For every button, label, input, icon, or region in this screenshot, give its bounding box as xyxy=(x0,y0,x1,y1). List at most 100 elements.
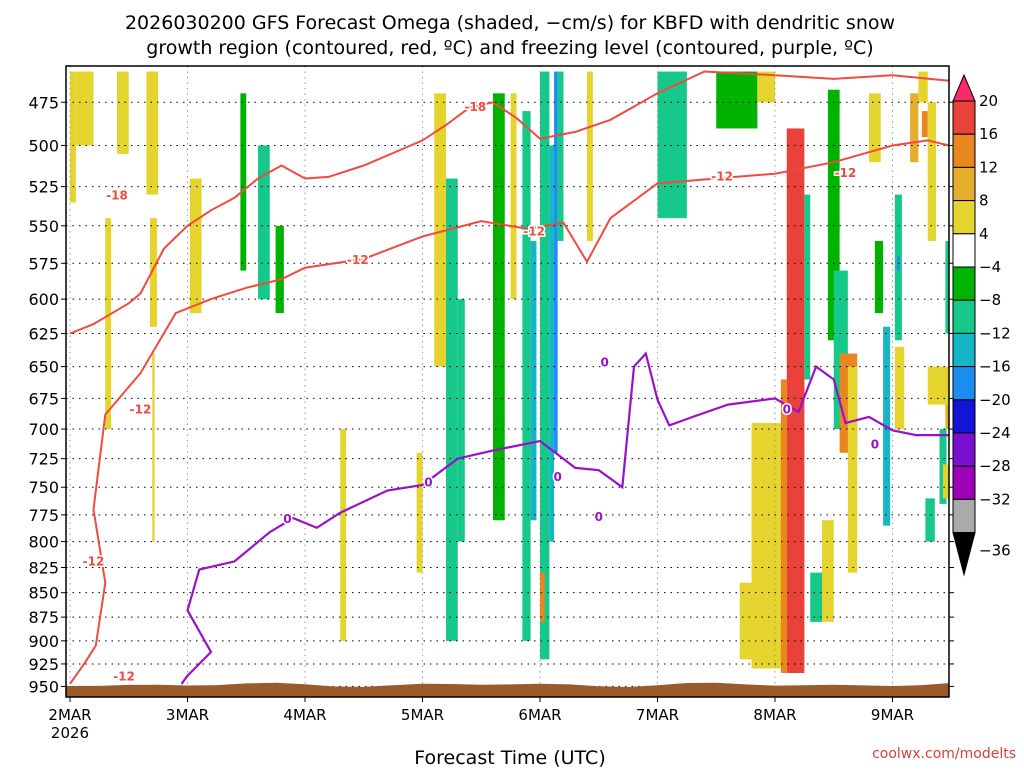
omega-region-17 xyxy=(510,93,517,300)
colorbar-top-arrow xyxy=(952,73,976,102)
omega-region-48 xyxy=(921,111,928,138)
omega-region-5 xyxy=(149,218,157,327)
x-axis-label: Forecast Time (UTC) xyxy=(414,747,605,768)
colorbar-segment-13 xyxy=(952,498,976,534)
chart-title-line-1: 2026030200 GFS Forecast Omega (shaded, −… xyxy=(125,12,895,34)
omega-region-55 xyxy=(925,498,935,542)
omega-region-26 xyxy=(657,71,687,219)
omega-region-30 xyxy=(739,582,752,660)
omega-region-19 xyxy=(530,240,537,521)
dgz-contour-label-3: -12 xyxy=(83,554,105,568)
y-tick-label-19: 950 xyxy=(28,677,59,696)
omega-region-31 xyxy=(786,128,805,674)
colorbar-label-3: 8 xyxy=(979,192,989,210)
colorbar-segment-12 xyxy=(952,465,976,500)
colorbar-label-0: 20 xyxy=(979,92,998,110)
colorbar-segment-1 xyxy=(952,100,976,135)
colorbar-segment-4 xyxy=(952,200,976,235)
omega-region-49 xyxy=(927,102,936,241)
dgz-contour-label-2: -12 xyxy=(130,402,152,416)
omega-region-45 xyxy=(894,346,905,430)
colorbar-label-11: −28 xyxy=(979,457,1011,475)
freezing-contour-label-6: 0 xyxy=(871,437,879,451)
omega-region-15 xyxy=(457,299,465,542)
plot-frame xyxy=(65,65,950,698)
y-tick-label-8: 675 xyxy=(28,389,59,408)
omega-region-39 xyxy=(847,366,858,573)
contours: -18 -18 -12 -12 -12 -12 -12 -12 -12 0 0 0 0 0 0 0 xyxy=(65,65,950,698)
omega-region-50 xyxy=(945,404,949,430)
y-tick-label-12: 775 xyxy=(28,506,59,525)
omega-region-40 xyxy=(869,93,881,163)
freezing-contour-label-3: 0 xyxy=(595,510,603,524)
x-tick-label-7: 9MAR xyxy=(871,706,914,724)
omega-region-4 xyxy=(105,218,112,430)
colorbar-segment-9 xyxy=(952,366,976,401)
dgz-contour-label-0: -18 xyxy=(106,189,128,203)
freezing-contour-label-5: 0 xyxy=(783,402,791,416)
colorbar-label-2: 12 xyxy=(979,158,998,176)
y-tick-label-4: 575 xyxy=(28,254,59,273)
colorbar-segment-11 xyxy=(952,432,976,467)
colorbar-bottom-arrow xyxy=(952,532,976,577)
omega-region-9 xyxy=(258,145,270,300)
colorbar-label-7: −12 xyxy=(979,324,1011,342)
chart-title-line-2: growth region (contoured, red, ºC) and f… xyxy=(146,37,873,59)
colorbar-label-4: 4 xyxy=(979,225,989,243)
x-tick-label-1: 3MAR xyxy=(166,706,209,724)
omega-region-14 xyxy=(446,178,458,641)
y-tick-label-10: 725 xyxy=(28,450,59,469)
y-tick-label-3: 550 xyxy=(28,217,59,236)
y-tick-label-13: 800 xyxy=(28,533,59,552)
y-tick-label-5: 600 xyxy=(28,290,59,309)
x-tick-label-6: 8MAR xyxy=(753,706,796,724)
colorbar-label-9: −20 xyxy=(979,391,1011,409)
colorbar-label-12: −32 xyxy=(979,490,1011,508)
x-tick-label-0: 2MAR xyxy=(48,706,91,724)
grid xyxy=(66,66,949,697)
omega-region-2 xyxy=(117,71,129,154)
dgz-contour-minus12 xyxy=(69,139,950,685)
omega-region-34 xyxy=(810,572,822,622)
y-tick-label-2: 525 xyxy=(28,178,59,197)
omega-region-32 xyxy=(780,379,787,674)
colorbar-segment-8 xyxy=(952,332,976,368)
omega-region-47 xyxy=(918,71,928,103)
colorbar-segment-5 xyxy=(952,233,976,268)
omega-region-13 xyxy=(434,93,446,367)
dgz-contour-label-6: -12 xyxy=(523,224,545,238)
x-tick-label-2: 4MAR xyxy=(283,706,326,724)
dgz-contour-label-4: -12 xyxy=(113,670,135,684)
omega-region-3 xyxy=(146,71,159,195)
y-tick-label-7: 650 xyxy=(28,358,59,377)
y-tick-label-9: 700 xyxy=(28,420,59,439)
colorbar-segment-10 xyxy=(952,399,976,434)
omega-region-28 xyxy=(757,71,775,103)
omega-region-1 xyxy=(75,71,94,146)
omega-region-27 xyxy=(716,71,758,129)
x-tick-label-4: 6MAR xyxy=(518,706,561,724)
omega-region-21 xyxy=(549,145,555,542)
omega-region-54 xyxy=(943,464,949,499)
x-axis: 2MAR 3MAR 4MAR 5MAR 6MAR 7MAR 8MAR 9MAR 2026 xyxy=(48,697,914,742)
omega-region-16 xyxy=(493,93,505,521)
omega-region-22 xyxy=(554,71,558,453)
omega-region-12 xyxy=(416,452,423,573)
y-tick-label-0: 475 xyxy=(28,93,59,112)
omega-region-36 xyxy=(827,89,840,341)
y-tick-label-11: 750 xyxy=(28,478,59,497)
colorbar-label-6: −8 xyxy=(979,291,1001,309)
y-tick-label-6: 625 xyxy=(28,325,59,344)
colorbar-segment-2 xyxy=(952,133,976,168)
omega-region-46 xyxy=(910,93,919,163)
omega-region-6 xyxy=(152,353,155,542)
omega-region-18 xyxy=(522,111,531,641)
omega-region-11 xyxy=(340,429,347,641)
omega-region-20 xyxy=(540,71,550,660)
dgz-contour-label-5: -12 xyxy=(347,253,369,267)
colorbar-segment-7 xyxy=(952,299,976,334)
y-tick-label-15: 850 xyxy=(28,584,59,603)
omega-region-53 xyxy=(945,240,949,334)
